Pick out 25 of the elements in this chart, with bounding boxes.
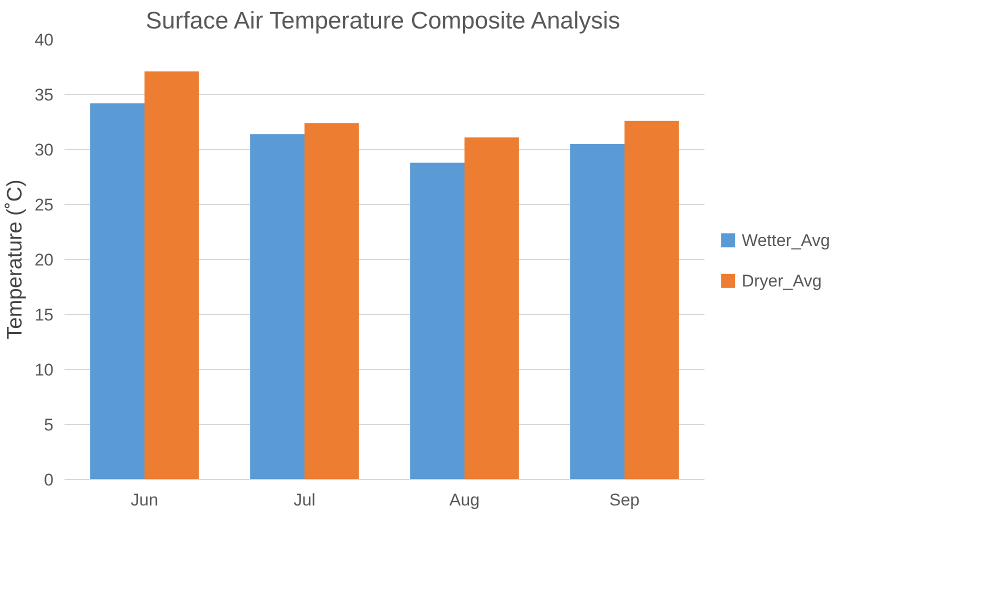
legend-label: Dryer_Avg — [742, 271, 822, 290]
x-tick-label: Jun — [130, 490, 158, 510]
y-tick-label: 25 — [34, 196, 54, 214]
y-tick-label: 5 — [44, 416, 54, 434]
bar — [624, 120, 679, 480]
bar — [90, 103, 144, 480]
y-tick-label: 35 — [34, 86, 54, 104]
bar — [570, 144, 624, 480]
legend-label: Wetter_Avg — [742, 230, 830, 250]
bar — [464, 137, 519, 480]
bar — [144, 71, 199, 480]
chart-title: Surface Air Temperature Composite Analysis — [146, 8, 620, 34]
y-axis-title: Temperature (˚C) — [4, 180, 27, 340]
y-tick-label: 40 — [34, 30, 54, 50]
y-tick-label: 0 — [44, 470, 54, 490]
bar — [250, 134, 304, 480]
x-tick-label: Sep — [609, 490, 640, 510]
y-tick-label: 10 — [34, 360, 54, 380]
x-tick-label: Jul — [294, 490, 316, 510]
x-tick-label: Aug — [449, 490, 480, 510]
y-tick-label: 15 — [34, 306, 54, 324]
bar — [410, 162, 464, 480]
y-tick-label: 30 — [34, 140, 54, 160]
bar — [304, 123, 359, 480]
y-tick-label: 20 — [34, 250, 54, 270]
